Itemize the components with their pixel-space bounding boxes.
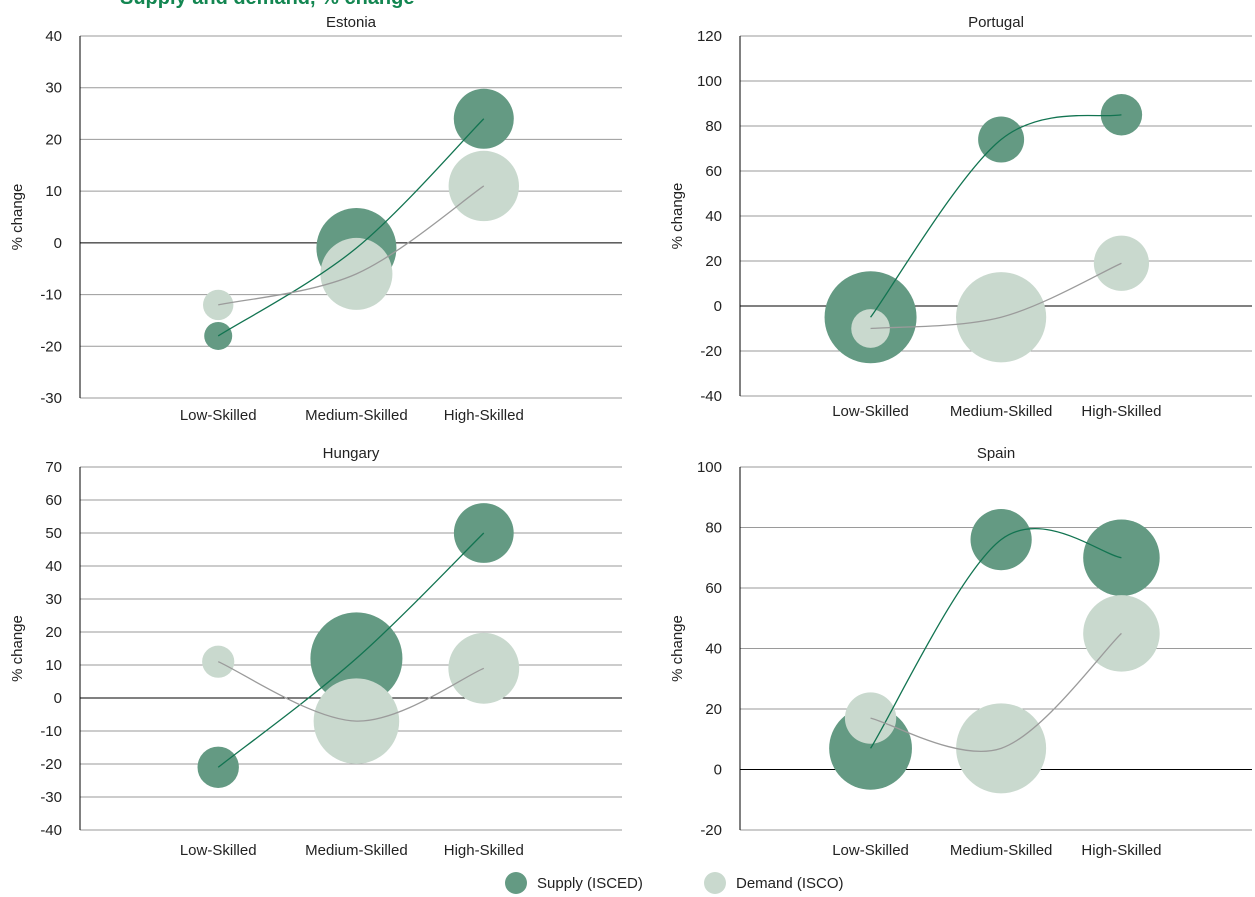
y-tick-label: 40 bbox=[45, 558, 62, 575]
category-label: High-Skilled bbox=[444, 407, 524, 424]
chart-panel-spain: -20 0 20 40 60 80 100 Spain % change Low-Skilled M… bbox=[669, 445, 1252, 859]
bubble-charts: -30 -20 -10 0 10 20 30 40 Estonia % change Low-Ski… bbox=[9, 14, 1252, 859]
y-tick-label: 30 bbox=[45, 591, 62, 608]
category-label: Low-Skilled bbox=[832, 842, 909, 859]
category-label: Medium-Skilled bbox=[950, 842, 1053, 859]
chart-title: Estonia bbox=[326, 14, 377, 31]
legend-item-demand: Demand (ISCO) bbox=[704, 872, 844, 894]
y-tick-label: 0 bbox=[54, 690, 62, 707]
supply-trend-line bbox=[217, 532, 485, 768]
legend-label-supply: Supply (ISCED) bbox=[537, 874, 643, 892]
y-tick-label: 10 bbox=[45, 183, 62, 200]
demand-trend-line bbox=[870, 632, 1122, 753]
supply-trend-line bbox=[870, 528, 1122, 749]
y-tick-label: -10 bbox=[40, 287, 62, 304]
y-tick-label: 80 bbox=[705, 520, 722, 537]
legend-item-supply: Supply (ISCED) bbox=[505, 872, 643, 894]
page-title: Supply and demand, % change bbox=[120, 0, 415, 10]
y-axis-label: % change bbox=[669, 615, 686, 682]
y-tick-label: 40 bbox=[705, 208, 722, 225]
y-tick-label: 0 bbox=[714, 762, 722, 779]
demand-trend-line bbox=[870, 262, 1122, 330]
y-axis-label: % change bbox=[9, 615, 26, 682]
y-tick-label: -40 bbox=[40, 822, 62, 839]
demand-trend-line bbox=[217, 661, 485, 722]
category-label: Medium-Skilled bbox=[950, 403, 1053, 420]
y-tick-label: -10 bbox=[40, 723, 62, 740]
legend-label-demand: Demand (ISCO) bbox=[736, 874, 844, 892]
y-tick-label: 10 bbox=[45, 657, 62, 674]
y-tick-label: -30 bbox=[40, 390, 62, 407]
category-label: Low-Skilled bbox=[180, 407, 257, 424]
y-tick-label: 20 bbox=[705, 253, 722, 270]
chart-panel-hungary: -40 -30 -20 -10 0 10 20 30 40 50 60 70 Hungary % chan… bbox=[9, 445, 622, 859]
category-label: High-Skilled bbox=[444, 842, 524, 859]
y-tick-label: -20 bbox=[40, 338, 62, 355]
y-tick-label: 0 bbox=[714, 298, 722, 315]
y-tick-label: 60 bbox=[705, 163, 722, 180]
category-label: Medium-Skilled bbox=[305, 842, 408, 859]
y-tick-label: 60 bbox=[705, 580, 722, 597]
legend: Supply (ISCED) Demand (ISCO) bbox=[500, 872, 920, 897]
category-label: Low-Skilled bbox=[832, 403, 909, 420]
y-tick-label: 20 bbox=[45, 624, 62, 641]
y-tick-label: 30 bbox=[45, 80, 62, 97]
y-tick-label: 70 bbox=[45, 459, 62, 476]
y-tick-label: 120 bbox=[697, 28, 722, 45]
y-tick-label: 20 bbox=[705, 701, 722, 718]
y-tick-label: -20 bbox=[700, 822, 722, 839]
supply-trend-line bbox=[217, 118, 485, 337]
y-tick-label: 40 bbox=[45, 28, 62, 45]
y-tick-label: -30 bbox=[40, 789, 62, 806]
supply-trend-line bbox=[870, 114, 1122, 318]
y-tick-label: 40 bbox=[705, 641, 722, 658]
y-tick-label: 100 bbox=[697, 73, 722, 90]
chart-title: Portugal bbox=[968, 14, 1024, 31]
y-tick-label: -20 bbox=[40, 756, 62, 773]
y-axis-label: % change bbox=[9, 184, 26, 251]
legend-swatch-demand bbox=[704, 872, 726, 894]
y-tick-label: -20 bbox=[700, 343, 722, 360]
category-label: Low-Skilled bbox=[180, 842, 257, 859]
y-tick-label: 100 bbox=[697, 459, 722, 476]
demand-trend-line bbox=[218, 185, 485, 306]
chart-panel-portugal: -40 -20 0 20 40 60 80 100 120 Portugal % change Low… bbox=[669, 14, 1252, 420]
y-tick-label: 20 bbox=[45, 131, 62, 148]
category-label: Medium-Skilled bbox=[305, 407, 408, 424]
legend-swatch-supply bbox=[505, 872, 527, 894]
y-tick-label: -40 bbox=[700, 388, 722, 405]
supply-bubble bbox=[453, 88, 514, 149]
y-tick-label: 80 bbox=[705, 118, 722, 135]
y-axis-label: % change bbox=[669, 183, 686, 250]
category-label: High-Skilled bbox=[1081, 403, 1161, 420]
y-tick-label: 50 bbox=[45, 525, 62, 542]
chart-title: Hungary bbox=[323, 445, 380, 462]
y-tick-label: 60 bbox=[45, 492, 62, 509]
chart-panel-estonia: -30 -20 -10 0 10 20 30 40 Estonia % change Low-Ski… bbox=[9, 14, 622, 424]
y-tick-label: 0 bbox=[54, 235, 62, 252]
demand-bubble bbox=[844, 692, 897, 744]
category-label: High-Skilled bbox=[1081, 842, 1161, 859]
chart-title: Spain bbox=[977, 445, 1015, 462]
